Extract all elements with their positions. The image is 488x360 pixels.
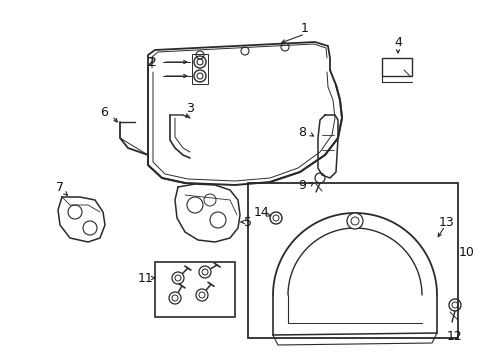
Bar (192, 54, 207, 84)
Text: 10: 10 (458, 247, 474, 260)
Text: 5: 5 (244, 216, 251, 229)
Circle shape (346, 213, 362, 229)
Text: 7: 7 (56, 180, 64, 194)
Bar (155, 262, 235, 317)
Text: 1: 1 (301, 22, 308, 35)
Text: 8: 8 (297, 126, 305, 139)
Text: 13: 13 (438, 216, 454, 229)
Text: 14: 14 (254, 206, 269, 219)
Text: 3: 3 (185, 102, 194, 114)
Text: 2: 2 (146, 55, 154, 68)
Text: 2: 2 (148, 55, 156, 68)
Text: 4: 4 (393, 36, 401, 49)
Bar (247, 183, 457, 338)
Bar (381, 58, 411, 76)
Text: 9: 9 (298, 179, 305, 192)
Text: 12: 12 (446, 329, 462, 342)
Text: 11: 11 (138, 271, 154, 284)
Text: 6: 6 (100, 105, 108, 118)
